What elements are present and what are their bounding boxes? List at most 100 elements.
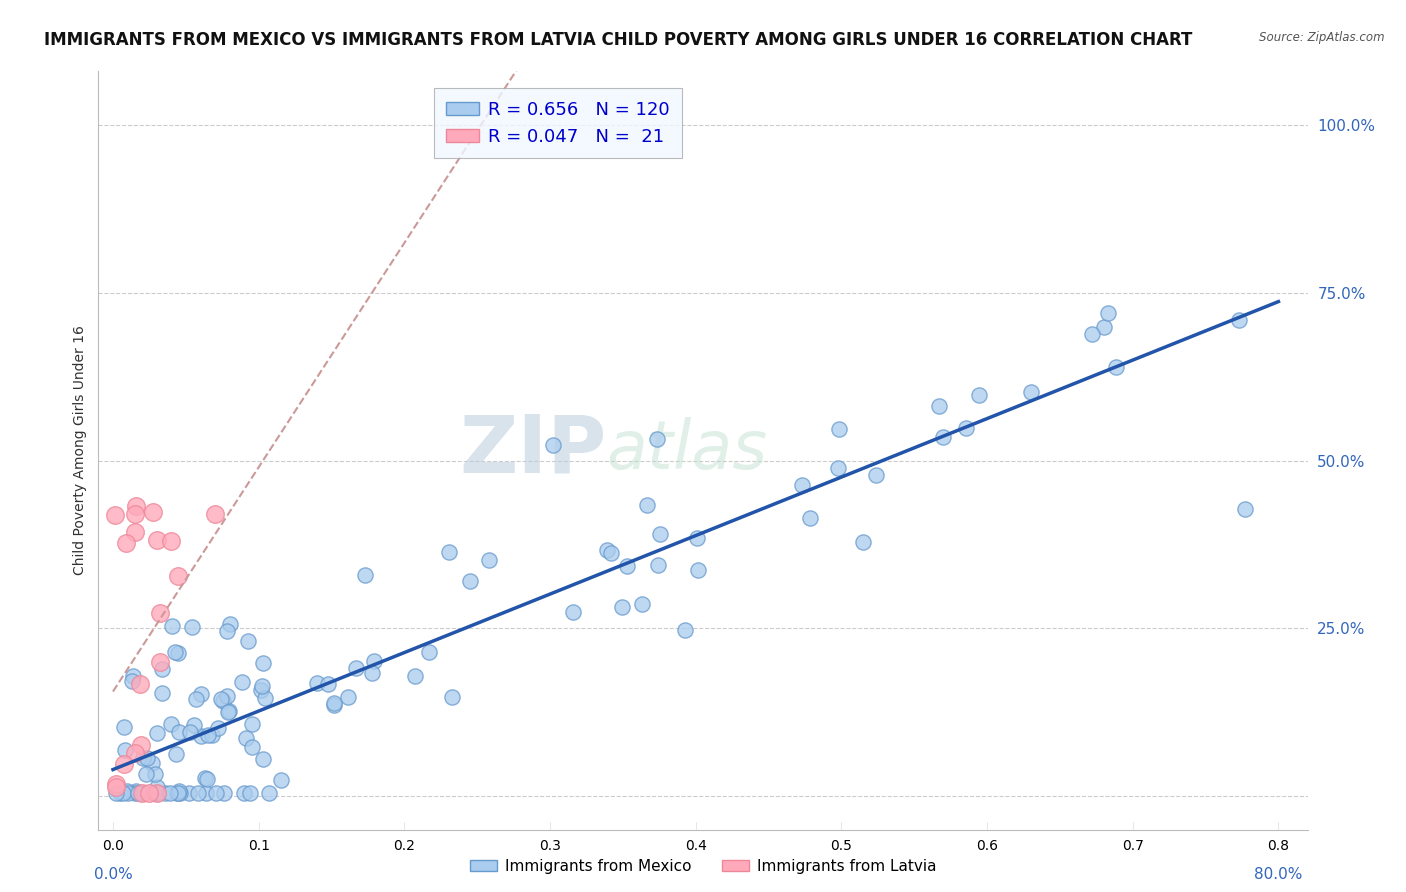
Point: [160, 534, 183, 549]
Point: [1097, 306, 1119, 320]
Point: [562, 605, 585, 619]
Point: [150, 662, 173, 676]
Point: [115, 536, 138, 550]
Point: [143, 767, 166, 781]
Point: [148, 606, 170, 620]
Point: [932, 430, 955, 444]
Point: [1227, 312, 1250, 326]
Point: [138, 786, 160, 800]
Point: [360, 665, 382, 680]
Point: [169, 786, 191, 800]
Point: [179, 725, 201, 739]
Point: [212, 694, 235, 708]
Point: [217, 705, 239, 719]
Point: [135, 751, 157, 765]
Point: [204, 786, 226, 800]
Text: IMMIGRANTS FROM MEXICO VS IMMIGRANTS FROM LATVIA CHILD POVERTY AMONG GIRLS UNDER: IMMIGRANTS FROM MEXICO VS IMMIGRANTS FRO…: [45, 31, 1192, 49]
Point: [204, 507, 226, 521]
Point: [305, 676, 328, 690]
Point: [104, 780, 127, 794]
Point: [541, 437, 564, 451]
Point: [160, 618, 183, 632]
Point: [145, 786, 167, 800]
Point: [132, 786, 155, 800]
Point: [648, 527, 671, 541]
Point: [257, 786, 280, 800]
Point: [183, 718, 205, 732]
Point: [207, 721, 229, 735]
Point: [121, 673, 143, 688]
Point: [1234, 502, 1257, 516]
Point: [150, 686, 173, 700]
Point: [181, 620, 204, 634]
Point: [108, 786, 131, 800]
Text: atlas: atlas: [606, 417, 768, 483]
Point: [145, 780, 167, 795]
Point: [129, 677, 152, 691]
Point: [363, 654, 385, 668]
Point: [1105, 359, 1128, 374]
Point: [354, 567, 377, 582]
Point: [270, 773, 292, 788]
Point: [112, 757, 135, 772]
Point: [148, 786, 170, 800]
Point: [458, 574, 481, 588]
Point: [636, 499, 658, 513]
Point: [219, 616, 242, 631]
Point: [114, 743, 136, 757]
Point: [195, 786, 218, 800]
Point: [132, 750, 155, 764]
Point: [125, 500, 148, 514]
Point: [827, 461, 849, 475]
Point: [146, 533, 169, 547]
Point: [197, 728, 219, 742]
Point: [686, 531, 709, 545]
Point: [194, 772, 217, 786]
Point: [112, 720, 135, 734]
Point: [190, 687, 212, 701]
Point: [166, 646, 188, 660]
Point: [141, 756, 163, 771]
Point: [201, 728, 224, 742]
Point: [146, 725, 169, 739]
Text: Source: ZipAtlas.com: Source: ZipAtlas.com: [1260, 31, 1385, 45]
Point: [124, 746, 146, 760]
Point: [851, 535, 873, 549]
Point: [104, 508, 127, 522]
Point: [1081, 326, 1104, 341]
Point: [596, 542, 619, 557]
Point: [647, 558, 669, 572]
Point: [232, 786, 254, 800]
Point: [166, 786, 188, 800]
Point: [828, 422, 851, 436]
Point: [149, 656, 172, 670]
Point: [215, 689, 238, 703]
Point: [1021, 385, 1043, 400]
Point: [124, 507, 146, 521]
Point: [239, 786, 262, 800]
Point: [616, 559, 638, 574]
Point: [179, 786, 201, 800]
Point: [166, 786, 188, 800]
Point: [217, 624, 239, 638]
Point: [231, 675, 253, 690]
Point: [212, 786, 235, 800]
Point: [218, 704, 240, 718]
Point: [209, 691, 232, 706]
Y-axis label: Child Poverty Among Girls Under 16: Child Poverty Among Girls Under 16: [73, 326, 87, 575]
Point: [117, 786, 139, 800]
Point: [252, 656, 274, 670]
Point: [612, 599, 634, 614]
Point: [122, 669, 145, 683]
Point: [1092, 320, 1115, 334]
Point: [336, 690, 359, 705]
Point: [600, 547, 623, 561]
Text: ZIP: ZIP: [458, 411, 606, 490]
Point: [165, 747, 187, 761]
Point: [344, 661, 367, 675]
Point: [686, 563, 709, 577]
Point: [252, 752, 274, 766]
Point: [104, 786, 127, 800]
Point: [865, 468, 887, 483]
Point: [477, 553, 499, 567]
